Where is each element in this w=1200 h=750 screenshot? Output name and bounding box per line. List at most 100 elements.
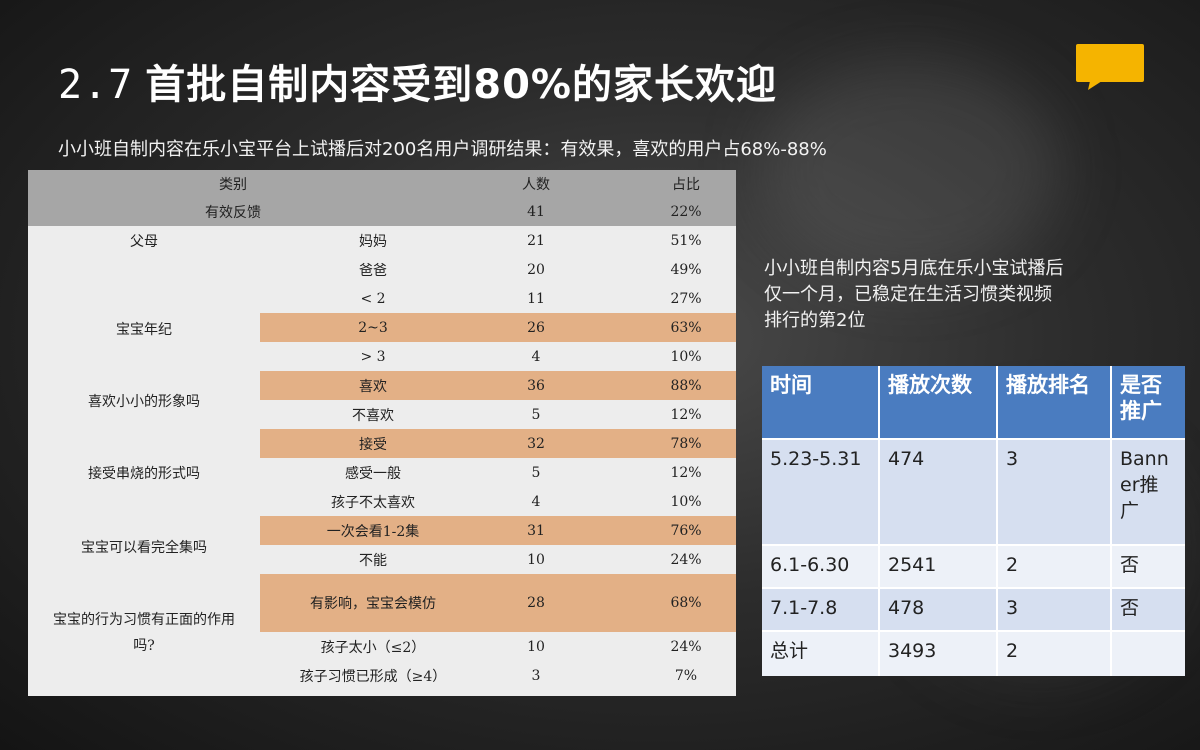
play-cell: 否 <box>1112 589 1185 630</box>
group-label: 喜欢小小的形象吗 <box>88 394 200 410</box>
survey-table: 类别 人数 占比 有效反馈 41 22% 父母 宝宝年纪 喜欢小小的形象吗 接受… <box>28 170 736 696</box>
play-header-cell: 是否推广 <box>1112 366 1185 438</box>
row-ratio: 24% <box>670 638 702 655</box>
row-count: 5 <box>531 406 541 423</box>
table-row-highlight: 2~3 26 63% <box>260 313 736 342</box>
play-cell: 2541 <box>880 546 996 587</box>
valid-count: 41 <box>527 204 545 220</box>
row-option: 感受一般 <box>345 465 401 482</box>
table-row: < 2 11 27% <box>28 284 736 313</box>
section-number: 2.7 <box>58 62 134 108</box>
row-option: 一次会看1-2集 <box>326 523 420 540</box>
play-cell: 2 <box>998 546 1110 587</box>
row-count: 31 <box>527 522 545 539</box>
header-count: 人数 <box>522 177 550 193</box>
row-option: 有影响，宝宝会模仿 <box>310 596 436 612</box>
row-count: 4 <box>531 348 541 365</box>
play-cell: 474 <box>880 440 996 544</box>
row-ratio: 49% <box>670 261 702 278</box>
group-label: 宝宝可以看完全集吗 <box>81 540 207 556</box>
play-cell: 478 <box>880 589 996 630</box>
row-option: 2~3 <box>358 319 388 336</box>
row-ratio: 68% <box>670 595 702 611</box>
row-count: 10 <box>527 638 545 655</box>
row-option: 孩子太小（≤2） <box>320 639 426 656</box>
header-ratio: 占比 <box>672 177 700 193</box>
table-header-row: 类别 人数 占比 <box>28 170 736 198</box>
row-option: 不能 <box>359 552 387 569</box>
row-option: 爸爸 <box>359 262 387 279</box>
page-title: 2.7 首批自制内容受到80%的家长欢迎 <box>58 52 777 110</box>
row-option: 接受 <box>359 436 387 453</box>
play-header-cell: 播放次数 <box>880 366 996 438</box>
play-header-cell: 时间 <box>762 366 878 438</box>
row-count: 36 <box>527 377 545 394</box>
valid-feedback-row: 有效反馈 41 22% <box>28 198 736 226</box>
table-row: > 3 4 10% <box>28 342 736 371</box>
row-ratio: 7% <box>674 667 698 684</box>
chat-bubble-icon <box>1076 44 1144 90</box>
play-cell: 5.23-5.31 <box>762 440 878 544</box>
row-count: 4 <box>531 493 541 510</box>
play-cell: 6.1-6.30 <box>762 546 878 587</box>
row-option: 孩子不太喜欢 <box>331 494 415 511</box>
ranking-note: 小小班自制内容5月底在乐小宝试播后 仅一个月，已稳定在生活习惯类视频 排行的第2… <box>764 256 1124 334</box>
note-line: 仅一个月，已稳定在生活习惯类视频 <box>764 284 1052 305</box>
play-cell <box>1112 632 1185 676</box>
table-row-highlight: 喜欢 36 88% <box>260 371 736 400</box>
play-cell: 3 <box>998 589 1110 630</box>
play-cell: 2 <box>998 632 1110 676</box>
group-label: 宝宝的行为习惯有正面的作用 <box>53 612 235 628</box>
row-ratio: 76% <box>670 522 702 539</box>
table-row-highlight: 接受 32 78% <box>260 429 736 458</box>
play-cell: 7.1-7.8 <box>762 589 878 630</box>
valid-ratio: 22% <box>670 204 702 220</box>
row-ratio: 12% <box>670 464 702 481</box>
play-count-table: 时间 播放次数 播放排名 是否推广 5.23-5.31 474 3 Banner… <box>762 366 1185 676</box>
row-count: 28 <box>527 595 545 611</box>
row-option: < 2 <box>360 290 386 307</box>
row-count: 21 <box>527 232 545 249</box>
row-ratio: 24% <box>670 551 702 568</box>
table-row-highlight: 有影响，宝宝会模仿 28 68% <box>260 574 736 632</box>
row-count: 3 <box>531 667 541 684</box>
row-option: 不喜欢 <box>352 407 394 424</box>
row-option: 妈妈 <box>359 233 387 250</box>
table-row: 孩子太小（≤2） 10 24% <box>28 632 736 661</box>
play-cell: 3493 <box>880 632 996 676</box>
valid-label: 有效反馈 <box>205 205 261 221</box>
table-row: 孩子不太喜欢 4 10% <box>28 487 736 516</box>
row-count: 11 <box>527 290 545 307</box>
table-row: 孩子习惯已形成（≥4） 3 7% <box>28 661 736 690</box>
play-cell: 否 <box>1112 546 1185 587</box>
table-row: 妈妈 21 51% <box>28 226 736 255</box>
row-count: 20 <box>527 261 545 278</box>
table-row: 不喜欢 5 12% <box>28 400 736 429</box>
play-cell: Banner推广 <box>1112 440 1185 544</box>
row-option: > 3 <box>360 348 386 365</box>
row-count: 5 <box>531 464 541 481</box>
row-ratio: 78% <box>670 435 702 452</box>
row-ratio: 63% <box>670 319 702 336</box>
group-label: 接受串烧的形式吗 <box>88 466 200 482</box>
subtitle: 小小班自制内容在乐小宝平台上试播后对200名用户调研结果：有效果，喜欢的用户占6… <box>58 139 827 160</box>
row-count: 32 <box>527 435 545 452</box>
background-glow <box>760 60 1060 280</box>
group-label: 父母 <box>130 234 158 250</box>
row-ratio: 88% <box>670 377 702 394</box>
play-cell: 3 <box>998 440 1110 544</box>
row-ratio: 51% <box>670 232 702 249</box>
group-label: 宝宝年纪 <box>116 322 172 338</box>
table-row-highlight: 一次会看1-2集 31 76% <box>260 516 736 545</box>
row-option: 孩子习惯已形成（≥4） <box>299 668 447 685</box>
row-ratio: 12% <box>670 406 702 423</box>
header-category: 类别 <box>219 177 247 193</box>
row-option: 喜欢 <box>359 378 387 395</box>
group-label: 吗? <box>133 638 155 654</box>
title-text: 首批自制内容受到80%的家长欢迎 <box>145 62 777 108</box>
table-row: 感受一般 5 12% <box>28 458 736 487</box>
table-row: 不能 10 24% <box>28 545 736 574</box>
play-cell: 总计 <box>762 632 878 676</box>
row-ratio: 10% <box>670 348 702 365</box>
row-ratio: 27% <box>670 290 702 307</box>
